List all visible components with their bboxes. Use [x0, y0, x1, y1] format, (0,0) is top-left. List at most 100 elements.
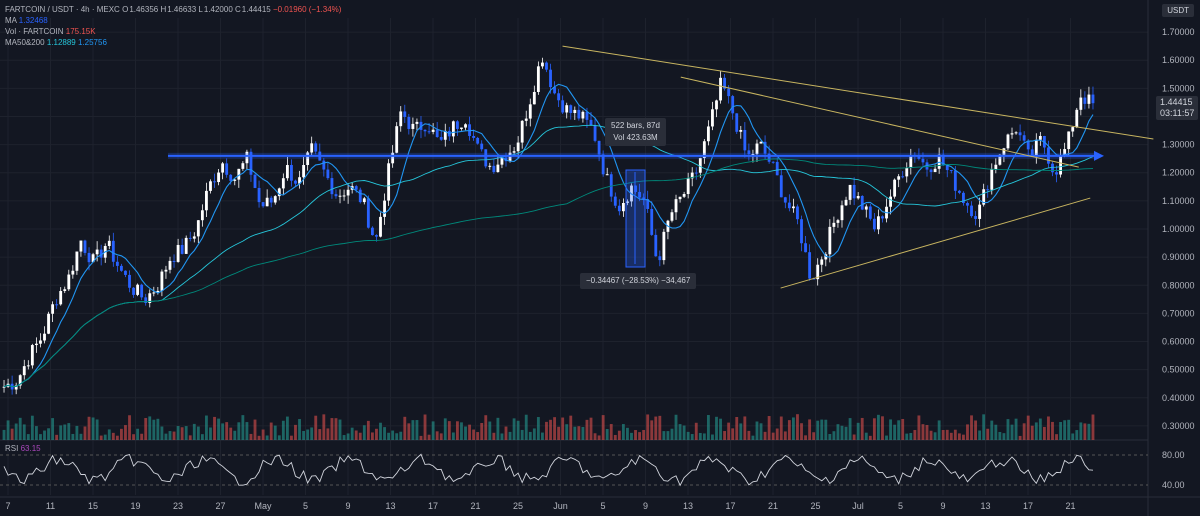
volume-bar: [455, 421, 459, 440]
rsi-label[interactable]: RSI: [5, 444, 19, 453]
candle-body: [702, 141, 706, 159]
candle-body: [184, 237, 188, 254]
volume-bar: [47, 428, 50, 440]
volume-bar: [840, 425, 844, 440]
volume-bar: [383, 427, 386, 440]
volume-bar: [322, 414, 326, 440]
volume-bar: [302, 430, 306, 440]
vol-label[interactable]: Vol · FARTCOIN: [5, 27, 64, 36]
time-tick: 17: [428, 501, 438, 511]
candle-body: [156, 290, 160, 293]
volume-bar: [735, 416, 739, 440]
candle-body: [488, 165, 492, 167]
symbol-name[interactable]: FARTCOIN / USDT · 4h · MEXC: [5, 5, 120, 14]
volume-bar: [1010, 424, 1014, 440]
candle-body: [399, 111, 403, 127]
volume-bar: [577, 426, 581, 440]
volume-bar: [1055, 434, 1058, 440]
candle-body: [925, 162, 929, 170]
volume-bar: [439, 433, 443, 440]
candle-body: [759, 141, 763, 144]
candle-body: [302, 165, 306, 178]
volume-bar: [711, 434, 714, 440]
candle-body: [1030, 149, 1034, 156]
currency-label[interactable]: USDT: [1162, 4, 1194, 17]
horizontal-level-arrow: [1094, 150, 1104, 161]
candle-body: [512, 151, 516, 153]
candle-body: [298, 177, 301, 184]
volume-bar: [144, 418, 148, 440]
candle-body: [909, 155, 913, 168]
volume-bar: [257, 435, 261, 440]
volume-bar: [496, 417, 500, 440]
volume-bar: [532, 428, 536, 440]
legend-ma-row: MA 1.32468: [5, 15, 341, 26]
candle-body: [621, 202, 625, 212]
volume-bar: [893, 424, 897, 440]
candle-body: [933, 168, 937, 173]
volume-bar: [585, 419, 589, 440]
candle-body: [1063, 149, 1067, 156]
candle-body: [342, 195, 346, 197]
volume-bar: [79, 433, 83, 440]
candle-body: [658, 256, 662, 261]
candle-body: [698, 158, 702, 173]
volume-bar: [775, 428, 779, 440]
candle-body: [362, 198, 366, 203]
volume-bar: [731, 428, 735, 440]
volume-bar: [816, 420, 820, 440]
candle-body: [338, 195, 342, 197]
volume-bar: [1034, 422, 1038, 440]
candle-body: [1034, 139, 1038, 156]
ma50-200-label[interactable]: MA50&200: [5, 38, 45, 47]
ma-label[interactable]: MA: [5, 16, 17, 25]
candle-body: [391, 152, 395, 164]
volume-bar: [508, 431, 512, 440]
candle-body: [83, 240, 87, 253]
candle-body: [87, 252, 91, 263]
volume-bar: [387, 432, 391, 440]
candle-body: [609, 174, 613, 197]
volume-bar: [617, 430, 621, 440]
volume-bar: [1018, 435, 1022, 440]
volume-bar: [95, 419, 99, 440]
volume-bar: [395, 433, 399, 440]
time-tick: 9: [643, 501, 648, 511]
time-tick: 25: [810, 501, 820, 511]
volume-bar: [451, 432, 455, 440]
legend-ma50-200-row: MA50&200 1.12889 1.25756: [5, 37, 341, 48]
candle-body: [51, 304, 55, 314]
volume-bar: [358, 432, 362, 440]
candle-body: [982, 189, 986, 205]
candle-body: [180, 244, 184, 254]
rsi-legend: RSI 63.15: [5, 444, 41, 453]
volume-bar: [763, 431, 767, 440]
volume-bar: [719, 418, 722, 440]
volume-bar: [751, 435, 755, 440]
h-label: H: [160, 5, 167, 14]
time-tick: 7: [5, 501, 10, 511]
trendline: [780, 197, 1091, 289]
time-tick: 5: [303, 501, 308, 511]
candle-body: [508, 152, 512, 162]
volume-bar: [933, 432, 937, 440]
candle-body: [237, 168, 241, 180]
high-value: 1.46633: [167, 5, 197, 14]
volume-bar: [67, 423, 71, 440]
volume-bar: [136, 428, 140, 440]
volume-bar: [196, 426, 200, 440]
volume-bar: [39, 434, 42, 440]
volume-bar: [233, 430, 237, 440]
volume-bar: [192, 423, 196, 440]
candle-body: [111, 240, 115, 262]
candle-body: [743, 129, 747, 151]
volume-bar: [909, 433, 913, 440]
close-value: 1.44415: [241, 5, 271, 14]
volume-bar: [589, 417, 593, 440]
volume-bar: [152, 419, 156, 440]
volume-bar: [338, 419, 342, 440]
rsi-tick-80: 80.00: [1162, 450, 1185, 460]
time-tick: 9: [940, 501, 945, 511]
volume-bar: [172, 431, 176, 440]
